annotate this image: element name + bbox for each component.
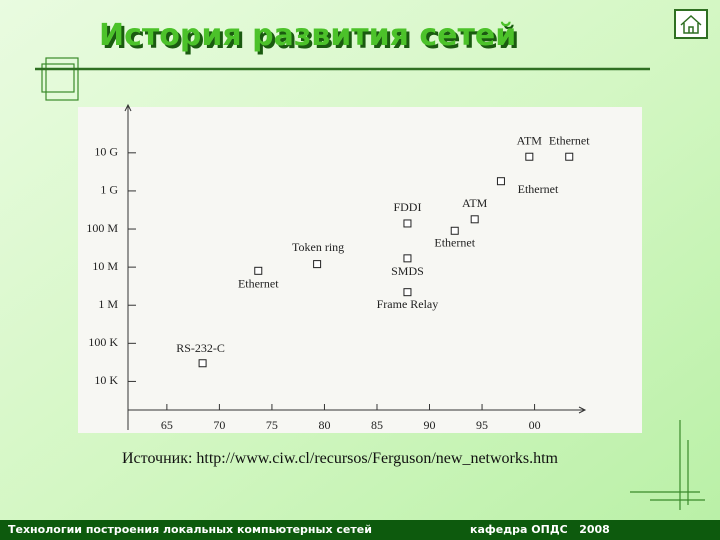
home-button[interactable] (674, 9, 708, 39)
decor (35, 57, 705, 510)
point-label: FDDI (393, 200, 421, 214)
x-tick-label: 80 (318, 418, 330, 432)
point (565, 152, 574, 161)
x-arrow (578, 406, 587, 414)
point-label: Ethernet (549, 133, 590, 147)
y-tick-label: 1 M (98, 297, 118, 311)
point-label: Ethernet (518, 182, 559, 196)
x-tick-label: 90 (424, 418, 436, 432)
point (496, 177, 505, 186)
title-shadow: История развития сетей (102, 21, 519, 56)
chart-panel (78, 107, 642, 433)
point (470, 215, 479, 224)
x-tick-label: 70 (213, 418, 225, 432)
y-arrow (124, 103, 132, 112)
title: История развития сетей (99, 18, 516, 53)
point (403, 219, 412, 228)
x-tick-label: 75 (266, 418, 278, 432)
point-label: Ethernet (238, 277, 279, 291)
x-tick-label: 65 (161, 418, 173, 432)
x-tick-label: 00 (529, 418, 541, 432)
y-tick-label: 10 K (94, 373, 118, 387)
point-label: Ethernet (434, 236, 475, 250)
point (450, 226, 459, 235)
y-tick-label: 10 M (92, 259, 118, 273)
x-tick-label: 85 (371, 418, 383, 432)
point-label: ATM (462, 196, 488, 210)
chart: 10 K 100 K 1 M 10 M 100 M 1 G 10 G 65 70 75 80 85 90… (86, 103, 590, 432)
y-tick-label: 10 G (94, 145, 118, 159)
point (403, 254, 412, 263)
point-label: SMDS (391, 264, 424, 278)
footer-bar (0, 520, 720, 540)
footer-right: кафедра ОПДС 2008 (470, 523, 610, 536)
point (525, 152, 534, 161)
x-tick-label: 95 (476, 418, 488, 432)
y-tick-label: 1 G (100, 183, 118, 197)
point (403, 288, 412, 297)
y-tick-label: 100 M (86, 221, 118, 235)
footer-left: Технологии построения локальных компьюте… (8, 523, 372, 536)
point (313, 260, 322, 269)
point-label: Token ring (292, 240, 344, 254)
point-label: ATM (517, 133, 543, 147)
point (198, 359, 207, 368)
source: Источник: http://www.ciw.cl/recursos/Fer… (122, 450, 559, 467)
point-label: RS-232-C (176, 341, 225, 355)
point (254, 266, 263, 275)
point-label: Frame Relay (377, 297, 439, 311)
y-tick-label: 100 K (88, 335, 118, 349)
